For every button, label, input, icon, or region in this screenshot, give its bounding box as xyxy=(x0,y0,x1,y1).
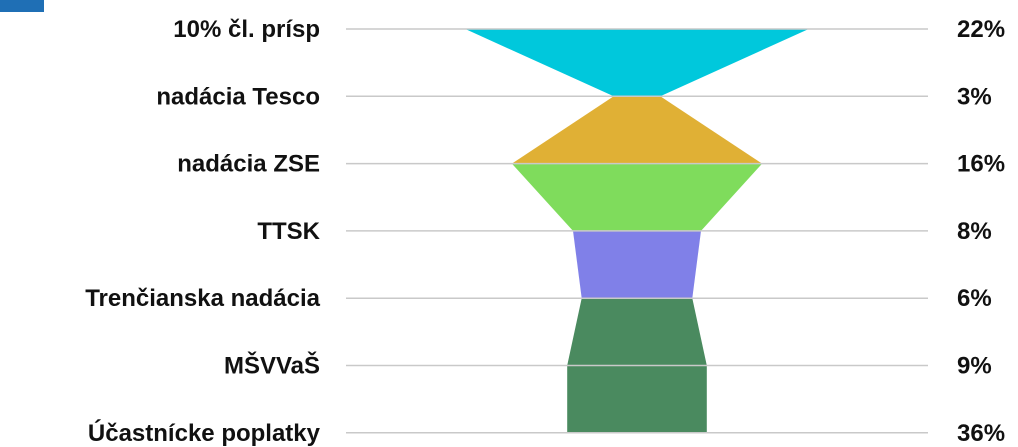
funnel-segment xyxy=(567,365,707,433)
funnel-segment xyxy=(511,96,763,164)
category-label: MŠVVaŠ xyxy=(224,352,320,380)
value-label: 6% xyxy=(957,285,992,312)
funnel-segment xyxy=(511,163,763,231)
value-label: 3% xyxy=(957,83,992,110)
funnel-segment xyxy=(573,230,701,299)
funnel-segment xyxy=(567,298,707,366)
value-label: 36% xyxy=(957,420,1005,447)
value-label: 16% xyxy=(957,151,1005,178)
value-label: 8% xyxy=(957,218,992,245)
category-label: 10% čl. prísp xyxy=(173,16,320,43)
category-label: Účastnícke poplatky xyxy=(88,419,321,447)
value-label: 22% xyxy=(957,16,1005,43)
category-label: nadácia Tesco xyxy=(156,83,320,110)
corner-tab xyxy=(0,0,44,12)
value-label: 9% xyxy=(957,353,992,380)
funnel-segment xyxy=(465,29,809,97)
category-label: Trenčianska nadácia xyxy=(85,285,320,312)
category-label: nadácia ZSE xyxy=(177,151,320,178)
category-label: TTSK xyxy=(257,218,320,245)
